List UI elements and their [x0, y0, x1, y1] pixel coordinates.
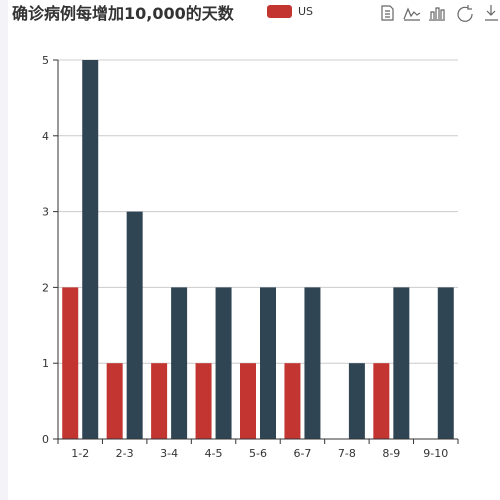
chart-container: 0 1 2 3 4 5 1-2 2-3 3-4 4-5 5-6 6-7 7-8 8-9 9-10 US 确诊… — [8, 0, 500, 500]
bar-series-2-3-4[interactable] — [171, 287, 188, 439]
bar-series-1-1-2[interactable] — [62, 287, 79, 439]
y-tick-label: 2 — [42, 281, 49, 294]
legend-swatch-us[interactable] — [267, 5, 292, 18]
x-tick-label: 6-7 — [293, 447, 311, 460]
legend-label-us[interactable]: US — [298, 5, 313, 18]
x-tick-label: 5-6 — [249, 447, 267, 460]
bar-series-1-6-7[interactable] — [284, 363, 301, 439]
y-tick-label: 4 — [42, 130, 49, 143]
bar-series-2-7-8[interactable] — [348, 363, 365, 439]
bar-series-2-9-10[interactable] — [437, 287, 454, 439]
bar-series-1-3-4[interactable] — [151, 363, 168, 439]
y-tick-label: 5 — [42, 54, 49, 67]
chart-title: 确诊病例每增加10,000的天数 — [12, 4, 235, 23]
data-view-icon[interactable] — [381, 5, 394, 21]
toolbox — [381, 5, 498, 22]
y-tick-label: 0 — [42, 433, 49, 446]
y-tick-label: 3 — [42, 206, 49, 219]
x-tick-label: 9-10 — [423, 447, 448, 460]
bar-series-1-4-5[interactable] — [195, 363, 212, 439]
x-tick-label: 7-8 — [338, 447, 356, 460]
x-tick-label: 4-5 — [205, 447, 223, 460]
x-tick-label: 8-9 — [382, 447, 400, 460]
bar-series-2-1-2[interactable] — [82, 60, 99, 439]
restore-icon[interactable] — [457, 5, 473, 22]
x-tick-label: 3-4 — [160, 447, 178, 460]
bar-series-2-4-5[interactable] — [215, 287, 232, 439]
axes: 0 1 2 3 4 5 1-2 2-3 3-4 4-5 5-6 6-7 7-8 8-9 9-10 — [42, 54, 459, 460]
bar-series-1-2-3[interactable] — [106, 363, 123, 439]
save-image-icon[interactable] — [485, 5, 498, 21]
gridlines — [58, 59, 458, 364]
line-chart-icon[interactable] — [403, 7, 421, 21]
x-tick-label: 2-3 — [116, 447, 134, 460]
legend[interactable]: US — [267, 5, 313, 18]
bar-series-1-8-9[interactable] — [373, 363, 390, 439]
bar-series-2-5-6[interactable] — [260, 287, 276, 439]
bars — [62, 60, 454, 439]
x-tick-label: 1-2 — [71, 447, 89, 460]
bar-series-2-2-3[interactable] — [126, 211, 143, 439]
y-tick-label: 1 — [42, 357, 49, 370]
bar-series-1-5-6[interactable] — [240, 363, 256, 439]
bar-chart: 0 1 2 3 4 5 1-2 2-3 3-4 4-5 5-6 6-7 7-8 8-9 9-10 US 确诊… — [12, 4, 498, 460]
bar-series-2-6-7[interactable] — [304, 287, 321, 439]
bar-series-2-8-9[interactable] — [393, 287, 410, 439]
bar-chart-icon[interactable] — [429, 7, 445, 21]
